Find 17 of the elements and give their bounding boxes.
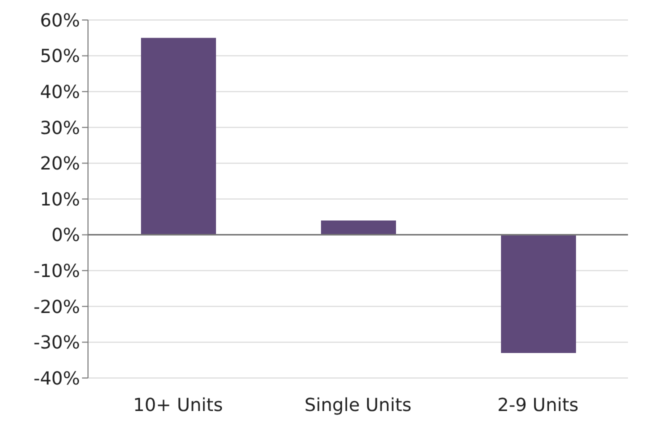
y-tick-label: -30% xyxy=(33,332,80,354)
y-tick-label: 50% xyxy=(40,46,80,68)
y-tick-label: 30% xyxy=(40,118,80,139)
bar xyxy=(501,234,576,353)
bar xyxy=(321,220,396,235)
y-tick-label: 40% xyxy=(40,82,80,103)
x-tick-label: 2-9 Units xyxy=(497,394,579,416)
y-tick-label: 10% xyxy=(40,189,80,210)
y-tick-label: 20% xyxy=(40,154,80,175)
y-tick-label: -20% xyxy=(33,296,80,318)
y-tick-label: -10% xyxy=(33,260,80,282)
bar xyxy=(141,38,216,235)
y-tick-label: 60% xyxy=(40,10,80,32)
x-tick-label: 10+ Units xyxy=(133,394,223,416)
x-tick-label: Single Units xyxy=(304,394,412,416)
y-tick-label: 0% xyxy=(51,225,80,246)
y-tick-label: -40% xyxy=(33,368,80,390)
